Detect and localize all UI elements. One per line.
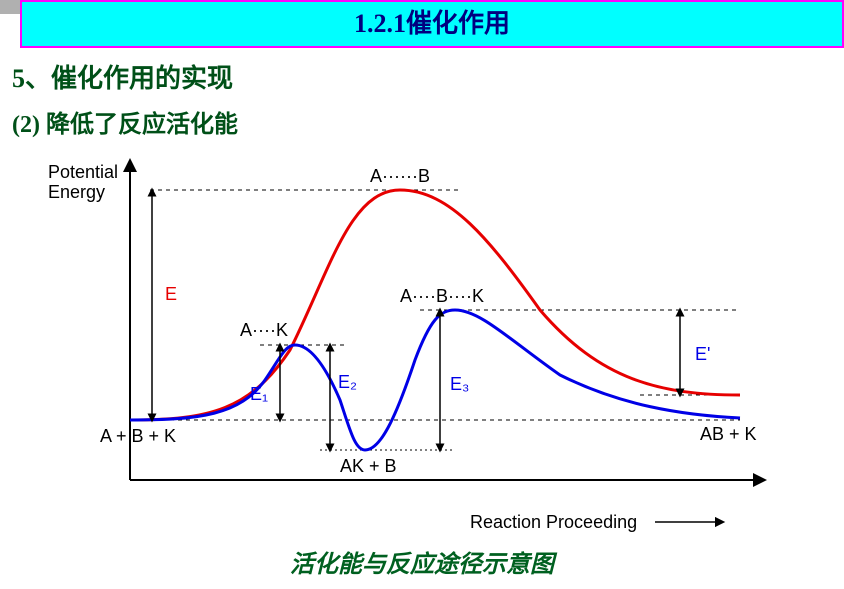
label-E1: E₁: [250, 384, 268, 404]
x-axis-label: Reaction Proceeding: [470, 512, 637, 532]
label-valley: AK + B: [340, 456, 397, 476]
label-top-uncat: A······B: [370, 166, 430, 186]
diagram-caption: 活化能与反应途径示意图: [0, 544, 844, 579]
y-axis-label-1: Potential: [48, 162, 118, 182]
label-reactants: A + B + K: [100, 426, 176, 446]
label-E3: E₃: [450, 374, 469, 394]
y-axis-label-2: Energy: [48, 182, 105, 202]
title-banner: 1.2.1催化作用: [20, 0, 844, 48]
label-Eprime: E': [695, 344, 710, 364]
label-E2: E₂: [338, 372, 357, 392]
label-peak2: A····B····K: [400, 286, 484, 306]
label-peak1: A····K: [240, 320, 288, 340]
curve-catalyzed: [130, 310, 740, 450]
heading-sub: (2) 降低了反应活化能: [12, 104, 238, 139]
label-products: AB + K: [700, 424, 757, 444]
label-E: E: [165, 284, 177, 304]
heading-main: 5、催化作用的实现: [12, 58, 233, 95]
energy-diagram: Potential Energy Reaction Proceeding E E…: [40, 150, 800, 550]
